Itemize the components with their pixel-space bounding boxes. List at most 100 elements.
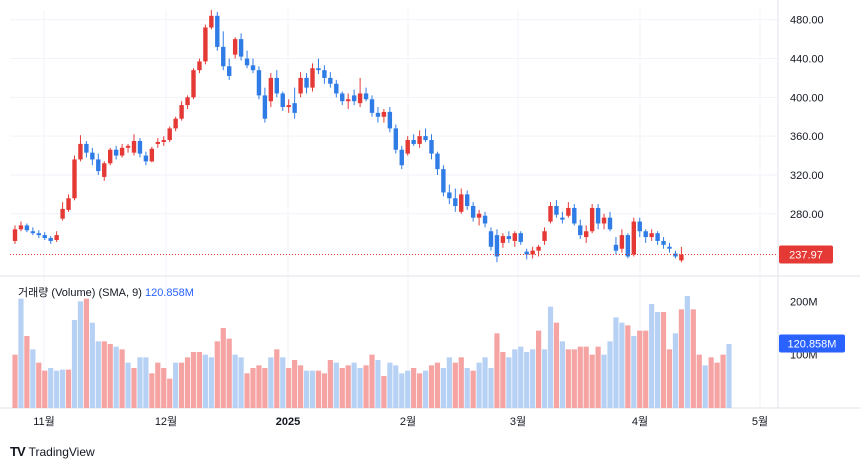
volume-bar (518, 346, 524, 408)
tradingview-name: TradingView (28, 444, 95, 459)
volume-bar (190, 352, 197, 408)
volume-bar (536, 330, 542, 408)
volume-bar (77, 301, 84, 408)
volume-bar (143, 357, 149, 408)
candle (494, 229, 500, 263)
volume-bar (428, 365, 435, 408)
volume-bar (238, 357, 244, 408)
candle (304, 73, 309, 94)
candle (357, 77, 363, 108)
volume-bar (292, 360, 298, 408)
volume-bar (214, 341, 220, 408)
candle-body (322, 70, 327, 78)
candle-body (429, 140, 434, 154)
volume-bar (637, 330, 643, 408)
candle (149, 146, 155, 163)
candle-body (90, 152, 95, 160)
price-tick-label: 320.00 (790, 170, 824, 182)
volume-bar (375, 360, 381, 408)
candle-body (351, 95, 357, 102)
candle (286, 99, 291, 113)
volume-series (12, 296, 732, 408)
price-axis: 480.00 440.00 400.00 360.00 320.00 280.00 (790, 15, 824, 221)
volume-bar (726, 344, 732, 408)
volume-bar (708, 357, 714, 408)
volume-bar (589, 354, 595, 408)
candle-body (191, 70, 196, 98)
candle-body (631, 221, 636, 255)
volume-bar (184, 357, 191, 408)
volume-bar (339, 368, 345, 408)
candle-body (607, 217, 613, 230)
candle-body (381, 111, 387, 117)
candle-body (12, 229, 18, 241)
grid (0, 0, 860, 409)
candle (96, 153, 101, 175)
volume-bar (149, 373, 155, 408)
volume-bar (250, 368, 256, 408)
candle (221, 31, 226, 71)
volume-bar (524, 352, 530, 408)
volume-bar (399, 373, 405, 408)
volume-bar (440, 368, 446, 408)
candle (113, 145, 119, 160)
candle-body (637, 221, 642, 232)
candle-body (66, 198, 71, 210)
candle (417, 130, 422, 148)
candle-body (459, 194, 464, 212)
candle-body (256, 70, 262, 96)
volume-bar (422, 370, 429, 408)
volume-bar (83, 298, 89, 408)
candle (411, 134, 416, 146)
volume-bar (583, 346, 589, 408)
volume-bar (107, 344, 113, 408)
candle-body (399, 149, 404, 166)
volume-bar (95, 341, 101, 408)
volume-bar (54, 370, 60, 408)
candle (48, 236, 53, 244)
volume-bar (42, 370, 48, 408)
volume-bar (446, 357, 452, 408)
candle (197, 58, 202, 74)
candle-body (494, 235, 500, 257)
candle-body (435, 153, 440, 170)
volume-bar (36, 362, 42, 408)
volume-tick-label: 100M (790, 350, 818, 362)
candle (238, 33, 244, 61)
candle (155, 138, 160, 148)
candle-body (179, 105, 184, 119)
candle (191, 68, 196, 100)
candle (589, 204, 595, 234)
candle-body (238, 39, 244, 57)
volume-bar (357, 368, 363, 408)
candle (66, 194, 71, 212)
volume-bar (155, 362, 161, 408)
candle (423, 128, 428, 142)
volume-bar (345, 365, 351, 408)
candle-body (232, 39, 238, 55)
candle-body (203, 27, 208, 62)
volume-bar (660, 312, 667, 408)
tradingview-branding[interactable]: TV TradingView (10, 444, 95, 459)
volume-bar (119, 349, 125, 408)
candle (500, 233, 506, 248)
last-price-badge-bg (779, 245, 833, 264)
candle-body (470, 206, 476, 218)
candle-body (125, 145, 131, 148)
candle (637, 217, 642, 238)
axis-badges: 237.97 120.858M (779, 245, 845, 353)
volume-bar (690, 309, 696, 408)
time-tick-label: 4월 (632, 415, 648, 428)
volume-bar (512, 349, 518, 408)
candle (554, 200, 559, 218)
volume-bar (643, 330, 649, 408)
volume-bar (411, 368, 417, 408)
volume-bar (684, 296, 690, 408)
candle-body (143, 155, 149, 162)
candle-body (155, 141, 160, 144)
candle (613, 237, 619, 255)
volume-bar (541, 349, 548, 408)
volume-bar (298, 365, 304, 408)
candle-body (346, 99, 351, 102)
